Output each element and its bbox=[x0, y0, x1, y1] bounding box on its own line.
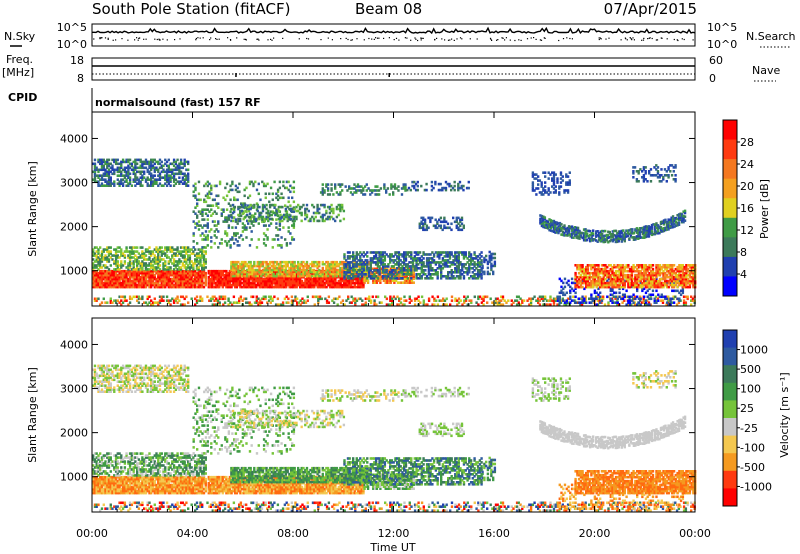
noise-left-tick-top: 10^5 bbox=[57, 21, 87, 34]
station-title: South Pole Station (fitACF) bbox=[92, 0, 290, 18]
noise-left-tick-bottom: 10^0 bbox=[57, 38, 87, 51]
power-colorbar-tick: 28 bbox=[740, 136, 754, 149]
nave-trace bbox=[92, 73, 695, 77]
x-tick-label: 20:00 bbox=[579, 527, 611, 540]
x-tick-label: 16:00 bbox=[478, 527, 510, 540]
y-tick-label: 3000 bbox=[60, 177, 88, 190]
power-colorbar-label: Power [dB] bbox=[758, 179, 771, 239]
freq-left-label-2: [MHz] bbox=[2, 66, 34, 79]
velocity-ylabel: Slant Range [km] bbox=[26, 367, 39, 463]
velocity-colorbar-tick: -1000 bbox=[740, 480, 772, 493]
freq-left-tick-top: 18 bbox=[70, 54, 84, 67]
noise-right-tick-top: 10^5 bbox=[707, 21, 737, 34]
x-tick-label: 08:00 bbox=[277, 527, 309, 540]
freq-right-tick-top: 60 bbox=[709, 54, 723, 67]
y-tick-label: 4000 bbox=[60, 338, 88, 351]
x-tick-label: 00:00 bbox=[679, 527, 711, 540]
time-axis: 00:00 04:00 08:00 12:00 16:00 20:00 00:00 bbox=[76, 112, 711, 540]
y-tick-label: 1000 bbox=[60, 265, 88, 278]
freq-right-tick-bottom: 0 bbox=[709, 72, 716, 85]
y-tick-label: 2000 bbox=[60, 427, 88, 440]
velocity-colorbar-tick: -500 bbox=[740, 461, 765, 474]
y-tick-label: 3000 bbox=[60, 383, 88, 396]
freq-left-tick-bottom: 8 bbox=[77, 72, 84, 85]
x-tick-label: 04:00 bbox=[177, 527, 209, 540]
power-colorbar-tick: 12 bbox=[740, 224, 754, 237]
y-tick-label: 1000 bbox=[60, 471, 88, 484]
power-colorbar-tick: 8 bbox=[740, 246, 747, 259]
power-colorbar-tick: 20 bbox=[740, 180, 754, 193]
noise-sky-trace bbox=[92, 26, 696, 35]
velocity-colorbar-tick: -100 bbox=[740, 441, 765, 454]
power-panel: 1000 2000 3000 4000 Slant Range [km] 4 8 12 16… bbox=[26, 111, 771, 307]
power-colorbar-tick: 4 bbox=[740, 268, 747, 281]
cpid-program: normalsound (fast) 157 RF bbox=[95, 96, 261, 109]
velocity-colorbar-tick: -25 bbox=[740, 422, 758, 435]
date-label: 07/Apr/2015 bbox=[604, 0, 697, 18]
velocity-colorbar-label: Velocity [m s⁻¹] bbox=[778, 372, 791, 457]
noise-panel: N.Sky 10^5 10^0 10^5 10^0 N.Search bbox=[4, 21, 796, 51]
power-colorbar: 4 8 12 16 20 24 28 bbox=[722, 119, 754, 297]
velocity-panel: 1000 2000 3000 4000 Slant Range [km] 1000 50… bbox=[26, 317, 791, 513]
x-tick-label: 12:00 bbox=[378, 527, 410, 540]
velocity-data bbox=[92, 364, 697, 512]
noise-right-label: N.Search bbox=[746, 30, 796, 43]
y-tick-label: 2000 bbox=[60, 221, 88, 234]
power-ylabel: Slant Range [km] bbox=[26, 161, 39, 257]
y-tick-label: 4000 bbox=[60, 132, 88, 145]
velocity-colorbar-tick: 100 bbox=[740, 383, 761, 396]
beam-label: Beam 08 bbox=[355, 0, 422, 18]
freq-left-label-1: Freq. bbox=[6, 53, 33, 66]
velocity-colorbar-tick: 25 bbox=[740, 402, 754, 415]
velocity-yticks: 1000 2000 3000 4000 bbox=[60, 338, 695, 484]
power-data bbox=[92, 158, 697, 306]
nave-label: Nave bbox=[752, 64, 780, 77]
velocity-colorbar: 1000 500 100 25 -25 -100 -500 -1000 bbox=[722, 329, 772, 507]
velocity-colorbar-tick: 1000 bbox=[740, 344, 768, 357]
x-tick-label: 00:00 bbox=[76, 527, 108, 540]
noise-left-label: N.Sky bbox=[4, 30, 36, 43]
noise-search-trace bbox=[93, 37, 694, 42]
freq-panel: Freq. [MHz] 18 8 60 0 Nave bbox=[2, 53, 780, 85]
x-axis-label: Time UT bbox=[369, 541, 415, 554]
power-yticks: 1000 2000 3000 4000 bbox=[60, 132, 695, 278]
cpid-label: CPID bbox=[8, 91, 37, 104]
velocity-colorbar-tick: 500 bbox=[740, 363, 761, 376]
power-colorbar-tick: 16 bbox=[740, 202, 754, 215]
power-colorbar-tick: 24 bbox=[740, 158, 754, 171]
noise-right-tick-bottom: 10^0 bbox=[707, 38, 737, 51]
